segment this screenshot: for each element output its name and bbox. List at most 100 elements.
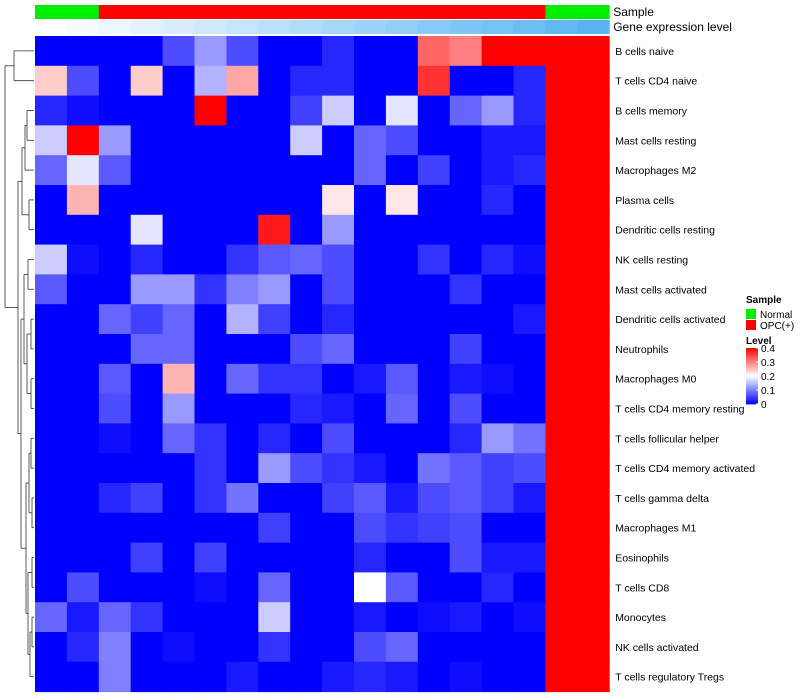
legend-color-step: [746, 395, 758, 398]
heatmap-cell: [322, 572, 355, 603]
row-label: B cells memory: [615, 106, 688, 118]
heatmap-cell: [513, 632, 546, 663]
heatmap-cell: [449, 483, 483, 514]
heatmap-cell: [290, 274, 323, 305]
legend-color-step: [746, 402, 758, 405]
heatmap-cell: [258, 572, 291, 603]
heatmap-cell: [322, 155, 355, 186]
heatmap-cell: [417, 274, 451, 305]
legend-color-step: [746, 352, 758, 354]
row-label: B cells naive: [615, 46, 674, 58]
heatmap-cell: [66, 483, 100, 514]
heatmap-cell: [35, 632, 68, 663]
expression-annotation-cell: [449, 20, 483, 34]
heatmap-cell: [194, 661, 227, 693]
heatmap-cell: [513, 244, 546, 275]
heatmap-cell: [513, 65, 546, 97]
legend-color-step: [746, 397, 758, 399]
heatmap-cell: [322, 185, 355, 216]
heatmap-cell: [35, 572, 68, 603]
heatmap-cell: [258, 512, 291, 544]
heatmap-cell: [577, 304, 610, 335]
heatmap-cell: [449, 95, 483, 126]
heatmap-cell: [449, 334, 483, 365]
heatmap-cell: [481, 393, 514, 424]
heatmap-cell: [98, 572, 132, 603]
heatmap-cell: [545, 483, 578, 514]
heatmap-cell: [130, 185, 164, 216]
heatmap-cell: [545, 423, 578, 454]
heatmap-cell: [162, 661, 195, 693]
heatmap-cell: [545, 512, 578, 544]
row-label: T cells gamma delta: [615, 493, 709, 505]
row-label: T cells CD8: [615, 582, 669, 594]
heatmap-cell: [226, 393, 259, 424]
heatmap-cell: [322, 483, 355, 514]
heatmap-cell: [449, 125, 483, 156]
heatmap-cell: [322, 632, 355, 663]
heatmap-cell: [226, 363, 259, 395]
heatmap-cell: [577, 423, 610, 454]
heatmap-cell: [162, 95, 195, 126]
heatmap-cell: [449, 572, 483, 603]
expression-track-label: Gene expression level: [613, 20, 732, 34]
heatmap-cell: [417, 661, 451, 693]
heatmap-cell: [226, 214, 259, 246]
heatmap-cell: [322, 304, 355, 335]
heatmap-cell: [385, 244, 419, 275]
heatmap-cell: [35, 36, 68, 67]
heatmap-cell: [130, 483, 164, 514]
heatmap-cell: [66, 453, 100, 484]
heatmap-cell: [449, 214, 483, 246]
heatmap-cell: [322, 661, 355, 693]
heatmap-cell: [98, 512, 132, 544]
heatmap-cell: [449, 185, 483, 216]
expression-annotation-cell: [354, 20, 387, 34]
heatmap-cell: [354, 632, 387, 663]
heatmap-cell: [66, 304, 100, 335]
heatmap-cell: [162, 602, 195, 633]
legend-color-step: [746, 383, 758, 385]
heatmap-cell: [513, 453, 546, 484]
row-label: NK cells resting: [615, 255, 688, 267]
heatmap-cell: [545, 661, 578, 693]
legend-color-step: [746, 381, 758, 384]
heatmap-cell: [417, 185, 451, 216]
heatmap-cell: [194, 244, 227, 275]
heatmap-cell: [98, 95, 132, 126]
heatmap-cell: [194, 423, 227, 454]
heatmap-cell: [481, 423, 514, 454]
heatmap-cell: [577, 65, 610, 97]
heatmap-cell: [66, 36, 100, 67]
heatmap-cell: [226, 36, 259, 67]
heatmap-cell: [577, 214, 610, 246]
heatmap-cell: [385, 36, 419, 67]
heatmap-cell: [66, 572, 100, 603]
heatmap-cell: [417, 155, 451, 186]
legend-sample-label: Normal: [760, 310, 792, 321]
heatmap-cell: [226, 512, 259, 544]
legend-color-step: [746, 360, 758, 363]
heatmap-cell: [258, 244, 291, 275]
heatmap-cell: [481, 155, 514, 186]
heatmap-cell: [417, 334, 451, 365]
heatmap-cell: [130, 155, 164, 186]
legend-color-step: [746, 359, 758, 361]
heatmap-cell: [98, 65, 132, 97]
heatmap-cell: [290, 334, 323, 365]
legend-color-step: [746, 369, 758, 371]
heatmap-cell: [194, 334, 227, 365]
heatmap-cell: [162, 512, 195, 544]
row-label: Dendritic cells activated: [615, 314, 725, 326]
legend-color-step: [746, 371, 758, 374]
heatmap-cell: [35, 542, 68, 573]
heatmap-cell: [98, 244, 132, 275]
heatmap-cell: [35, 95, 68, 126]
legend-color-step: [746, 348, 758, 350]
heatmap-cell: [577, 572, 610, 603]
expression-annotation-cell: [290, 20, 323, 34]
heatmap-cell: [481, 632, 514, 663]
heatmap-cell: [194, 95, 227, 126]
heatmap-cell: [354, 542, 387, 573]
heatmap-cell: [385, 632, 419, 663]
